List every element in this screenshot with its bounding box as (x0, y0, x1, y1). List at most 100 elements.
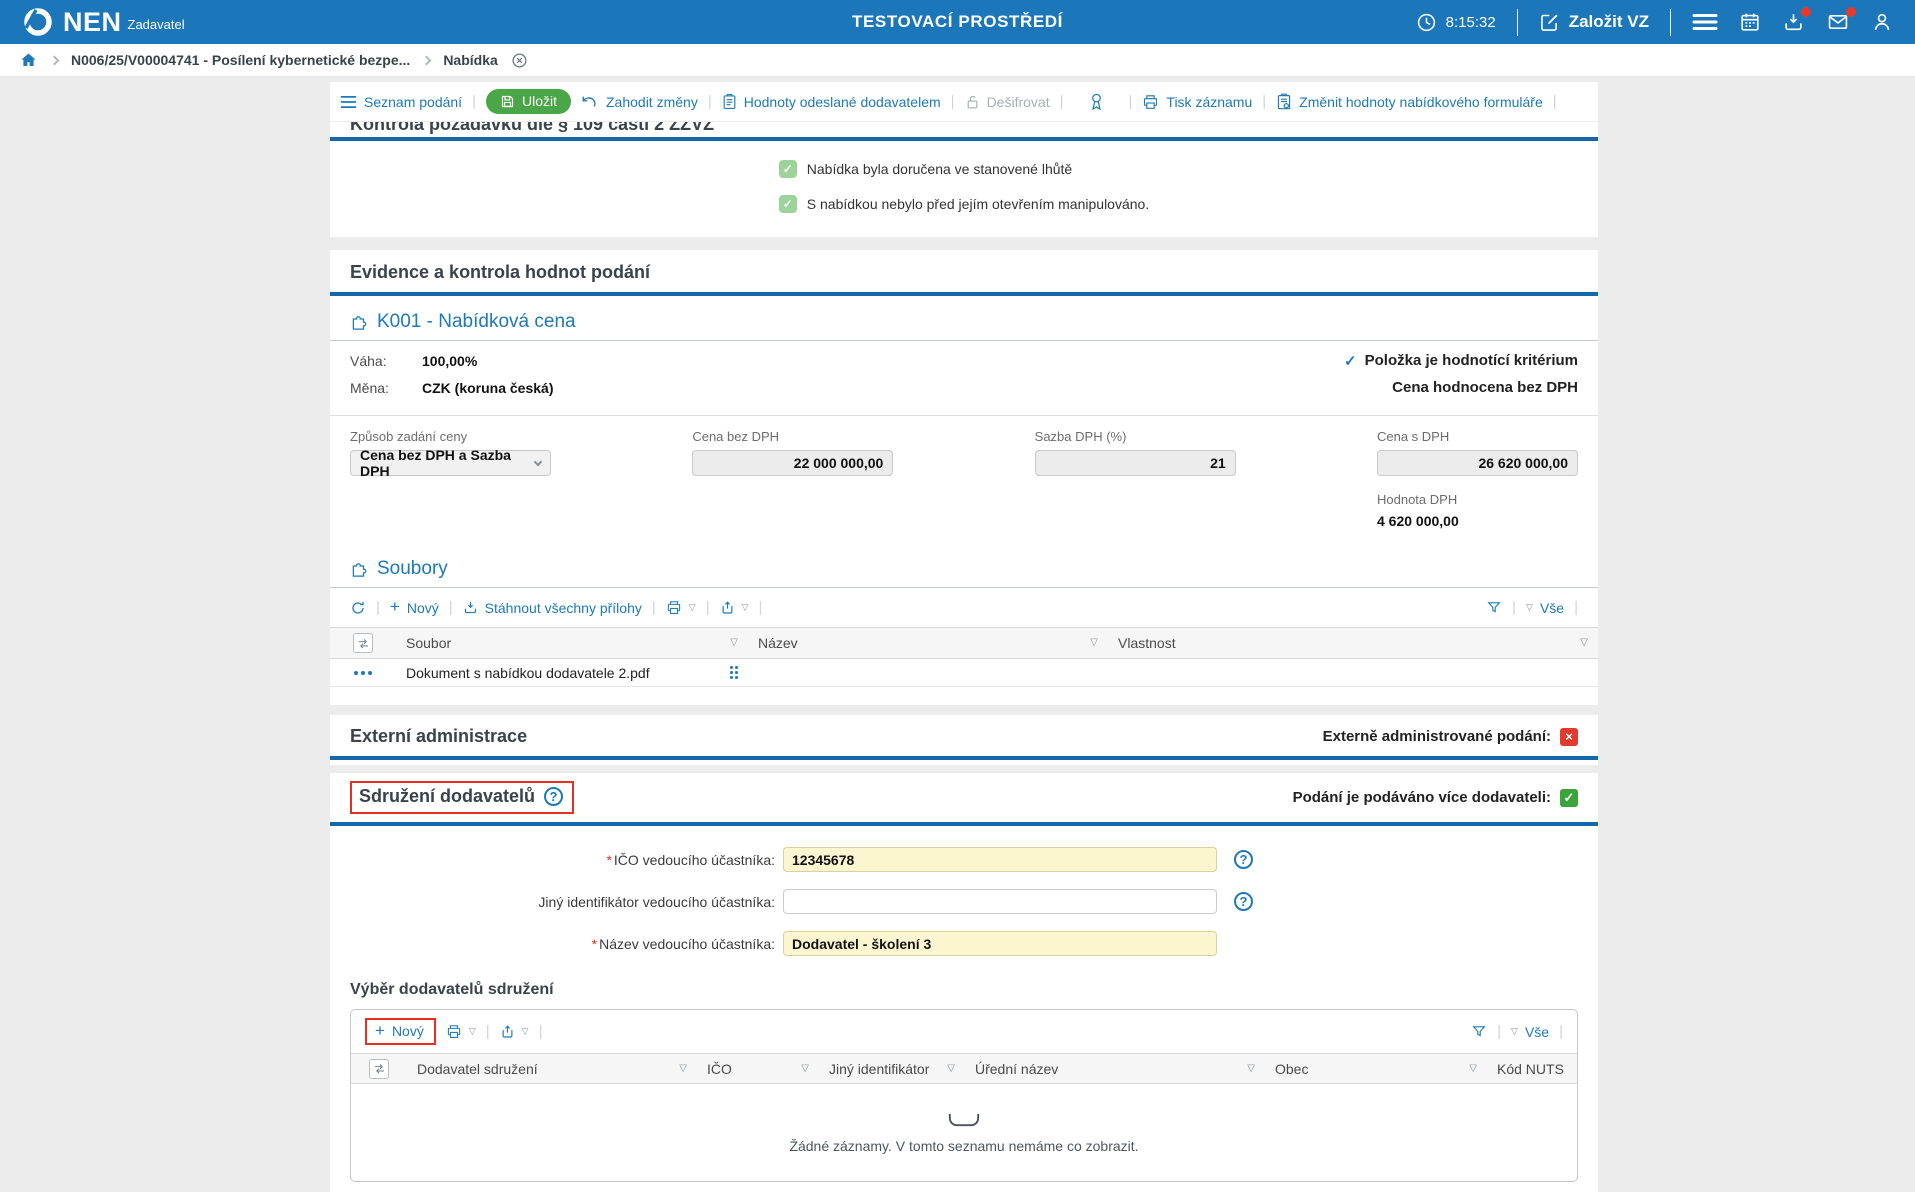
save-icon (500, 94, 515, 109)
vat-rate-field[interactable]: 21 (1034, 450, 1236, 476)
dropdown-triangle-icon: ▽ (741, 602, 749, 612)
files-col-nazev[interactable]: Název ▽ (748, 628, 1108, 658)
other-identifier-input[interactable] (783, 889, 1217, 914)
col-jiny-identifikator[interactable]: Jiný identifikátor ▽ (819, 1054, 965, 1083)
vyber-title: Výběr dodavatelů sdružení (350, 981, 554, 998)
col-ico[interactable]: IČO ▽ (697, 1054, 819, 1083)
col-kod-nuts[interactable]: Kód NUTS (1487, 1054, 1577, 1083)
environment-title: TESTOVACÍ PROSTŘEDÍ (851, 12, 1064, 31)
save-button[interactable]: Uložit (485, 89, 571, 114)
col-obec[interactable]: Obec ▽ (1265, 1054, 1487, 1083)
column-label: Soubor (406, 635, 452, 651)
column-label: Obec (1275, 1060, 1309, 1077)
view-all-button[interactable]: ▽ Vše (1526, 600, 1564, 616)
main-menu-button[interactable] (1692, 12, 1718, 32)
unlock-icon (965, 94, 980, 110)
column-settings-cell[interactable] (351, 1054, 407, 1083)
price-with-vat-label: Cena s DPH (1376, 429, 1450, 444)
vaha-value: 100,00% (422, 352, 478, 369)
breadcrumb-procurement[interactable]: N006/25/V00004741 - Posílení kybernetick… (71, 52, 411, 68)
mena-row: Měna: CZK (koruna česká) (350, 378, 553, 397)
vat-amount-label: Hodnota DPH (1377, 492, 1458, 507)
drag-handle-icon[interactable] (730, 666, 738, 679)
view-all-button[interactable]: ▽ Vše (1511, 1024, 1549, 1040)
new-supplier-button[interactable]: + Nový (375, 1020, 424, 1040)
empty-tray-icon (947, 1112, 981, 1129)
refresh-button[interactable] (350, 600, 366, 616)
help-icon[interactable]: ? (1234, 892, 1253, 911)
ico-input[interactable] (783, 847, 1217, 872)
row-menu-icon[interactable] (354, 670, 372, 675)
files-col-vlastnost[interactable]: Vlastnost ▽ (1108, 628, 1598, 658)
supplier-values-button[interactable]: Hodnoty odeslané dodavatelem (722, 93, 941, 110)
calendar-icon[interactable] (1739, 11, 1761, 33)
discard-changes-button[interactable]: Zahodit změny (581, 94, 698, 110)
user-icon[interactable] (1871, 11, 1893, 33)
file-name[interactable]: Dokument s nabídkou dodavatele 2.pdf (406, 664, 650, 681)
divider (330, 587, 1598, 588)
filter-triangle-icon[interactable]: ▽ (730, 637, 738, 648)
change-form-values-button[interactable]: Změnit hodnoty nabídkového formuláře (1276, 93, 1543, 110)
col-uredni-nazev[interactable]: Úřední název ▽ (965, 1054, 1265, 1083)
column-label: Úřední název (975, 1060, 1059, 1077)
create-vz-label: Založit VZ (1568, 12, 1649, 31)
help-icon[interactable]: ? (544, 787, 564, 806)
suppliers-gridbox: + Nový ▽ | ▽ | | (350, 1009, 1578, 1182)
home-icon[interactable] (19, 51, 38, 69)
nen-logo-icon (22, 6, 54, 38)
filter-triangle-icon[interactable]: ▽ (1580, 637, 1588, 648)
puzzle-icon (350, 313, 368, 331)
filter-triangle-icon[interactable]: ▽ (679, 1062, 687, 1074)
plus-icon: + (389, 597, 400, 616)
price-entry-method-select[interactable]: Cena bez DPH a Sazba DPH (350, 447, 551, 479)
required-mark: * (606, 851, 612, 868)
print-menu-button[interactable]: ▽ (446, 1024, 476, 1039)
filter-triangle-icon[interactable]: ▽ (1090, 637, 1098, 648)
separator: | (705, 599, 710, 616)
col-dodavatel[interactable]: Dodavatel sdružení ▽ (407, 1054, 697, 1083)
check-green-icon[interactable]: ✓ (1560, 788, 1578, 807)
filter-button[interactable] (1486, 600, 1502, 615)
section-externi: Externí administrace Externě administrov… (330, 715, 1598, 765)
help-icon[interactable]: ? (1234, 850, 1253, 869)
download-all-button[interactable]: Stáhnout všechny přílohy (463, 600, 642, 616)
externi-title: Externí administrace (350, 726, 528, 746)
dropdown-triangle-icon: ▽ (1526, 602, 1533, 612)
filter-triangle-icon[interactable]: ▽ (1247, 1062, 1255, 1074)
leader-name-input[interactable] (783, 931, 1217, 956)
mail-icon[interactable] (1826, 7, 1856, 33)
filter-triangle-icon[interactable]: ▽ (1469, 1062, 1477, 1074)
export-menu-button[interactable]: ▽ (720, 600, 749, 616)
plus-icon: + (375, 1020, 385, 1040)
column-label: Dodavatel sdružení (417, 1060, 538, 1077)
multiple-suppliers-label: Podání je podáváno více dodavateli: (1292, 789, 1551, 806)
files-col-soubor[interactable]: Soubor ▽ (396, 628, 748, 658)
submission-list-button[interactable]: Seznam podání (340, 94, 462, 110)
annotation-highlight: + Nový (365, 1018, 436, 1045)
filter-triangle-icon[interactable]: ▽ (801, 1062, 809, 1074)
price-with-vat-field[interactable]: 26 620 000,00 (1376, 450, 1578, 476)
new-file-button[interactable]: + Nový (389, 597, 439, 616)
export-menu-button[interactable]: ▽ (500, 1024, 529, 1040)
section-rule (330, 137, 1598, 141)
printer-icon (666, 600, 682, 615)
filter-triangle-icon[interactable]: ▽ (947, 1062, 955, 1074)
price-with-vat-value: 26 620 000,00 (1478, 455, 1568, 471)
print-record-button[interactable]: Tisk záznamu (1142, 94, 1252, 110)
print-menu-button[interactable]: ▽ (666, 600, 696, 615)
filter-button[interactable] (1471, 1024, 1487, 1039)
files-toolbar: | + Nový | Stáhnout všechny přílohy | ▽ … (350, 588, 1578, 627)
column-settings-cell[interactable] (330, 628, 396, 658)
price-without-vat-field[interactable]: 22 000 000,00 (692, 450, 894, 476)
create-vz-button[interactable]: Založit VZ (1539, 12, 1649, 33)
close-tab-icon[interactable] (511, 52, 528, 69)
nen-logo[interactable]: NEN Zadavatel (22, 6, 185, 38)
new-file-label: Nový (406, 599, 439, 616)
price-without-vat-label: Cena bez DPH (692, 429, 780, 444)
supplier-values-label: Hodnoty odeslané dodavatelem (743, 93, 941, 110)
criterion-row: ✓ Položka je hodnotící kritérium (1344, 351, 1578, 370)
cross-red-icon[interactable]: × (1560, 727, 1578, 746)
seal-button[interactable] (1074, 92, 1119, 111)
file-row[interactable]: Dokument s nabídkou dodavatele 2.pdf (330, 659, 1598, 687)
downloads-icon[interactable] (1782, 7, 1811, 33)
